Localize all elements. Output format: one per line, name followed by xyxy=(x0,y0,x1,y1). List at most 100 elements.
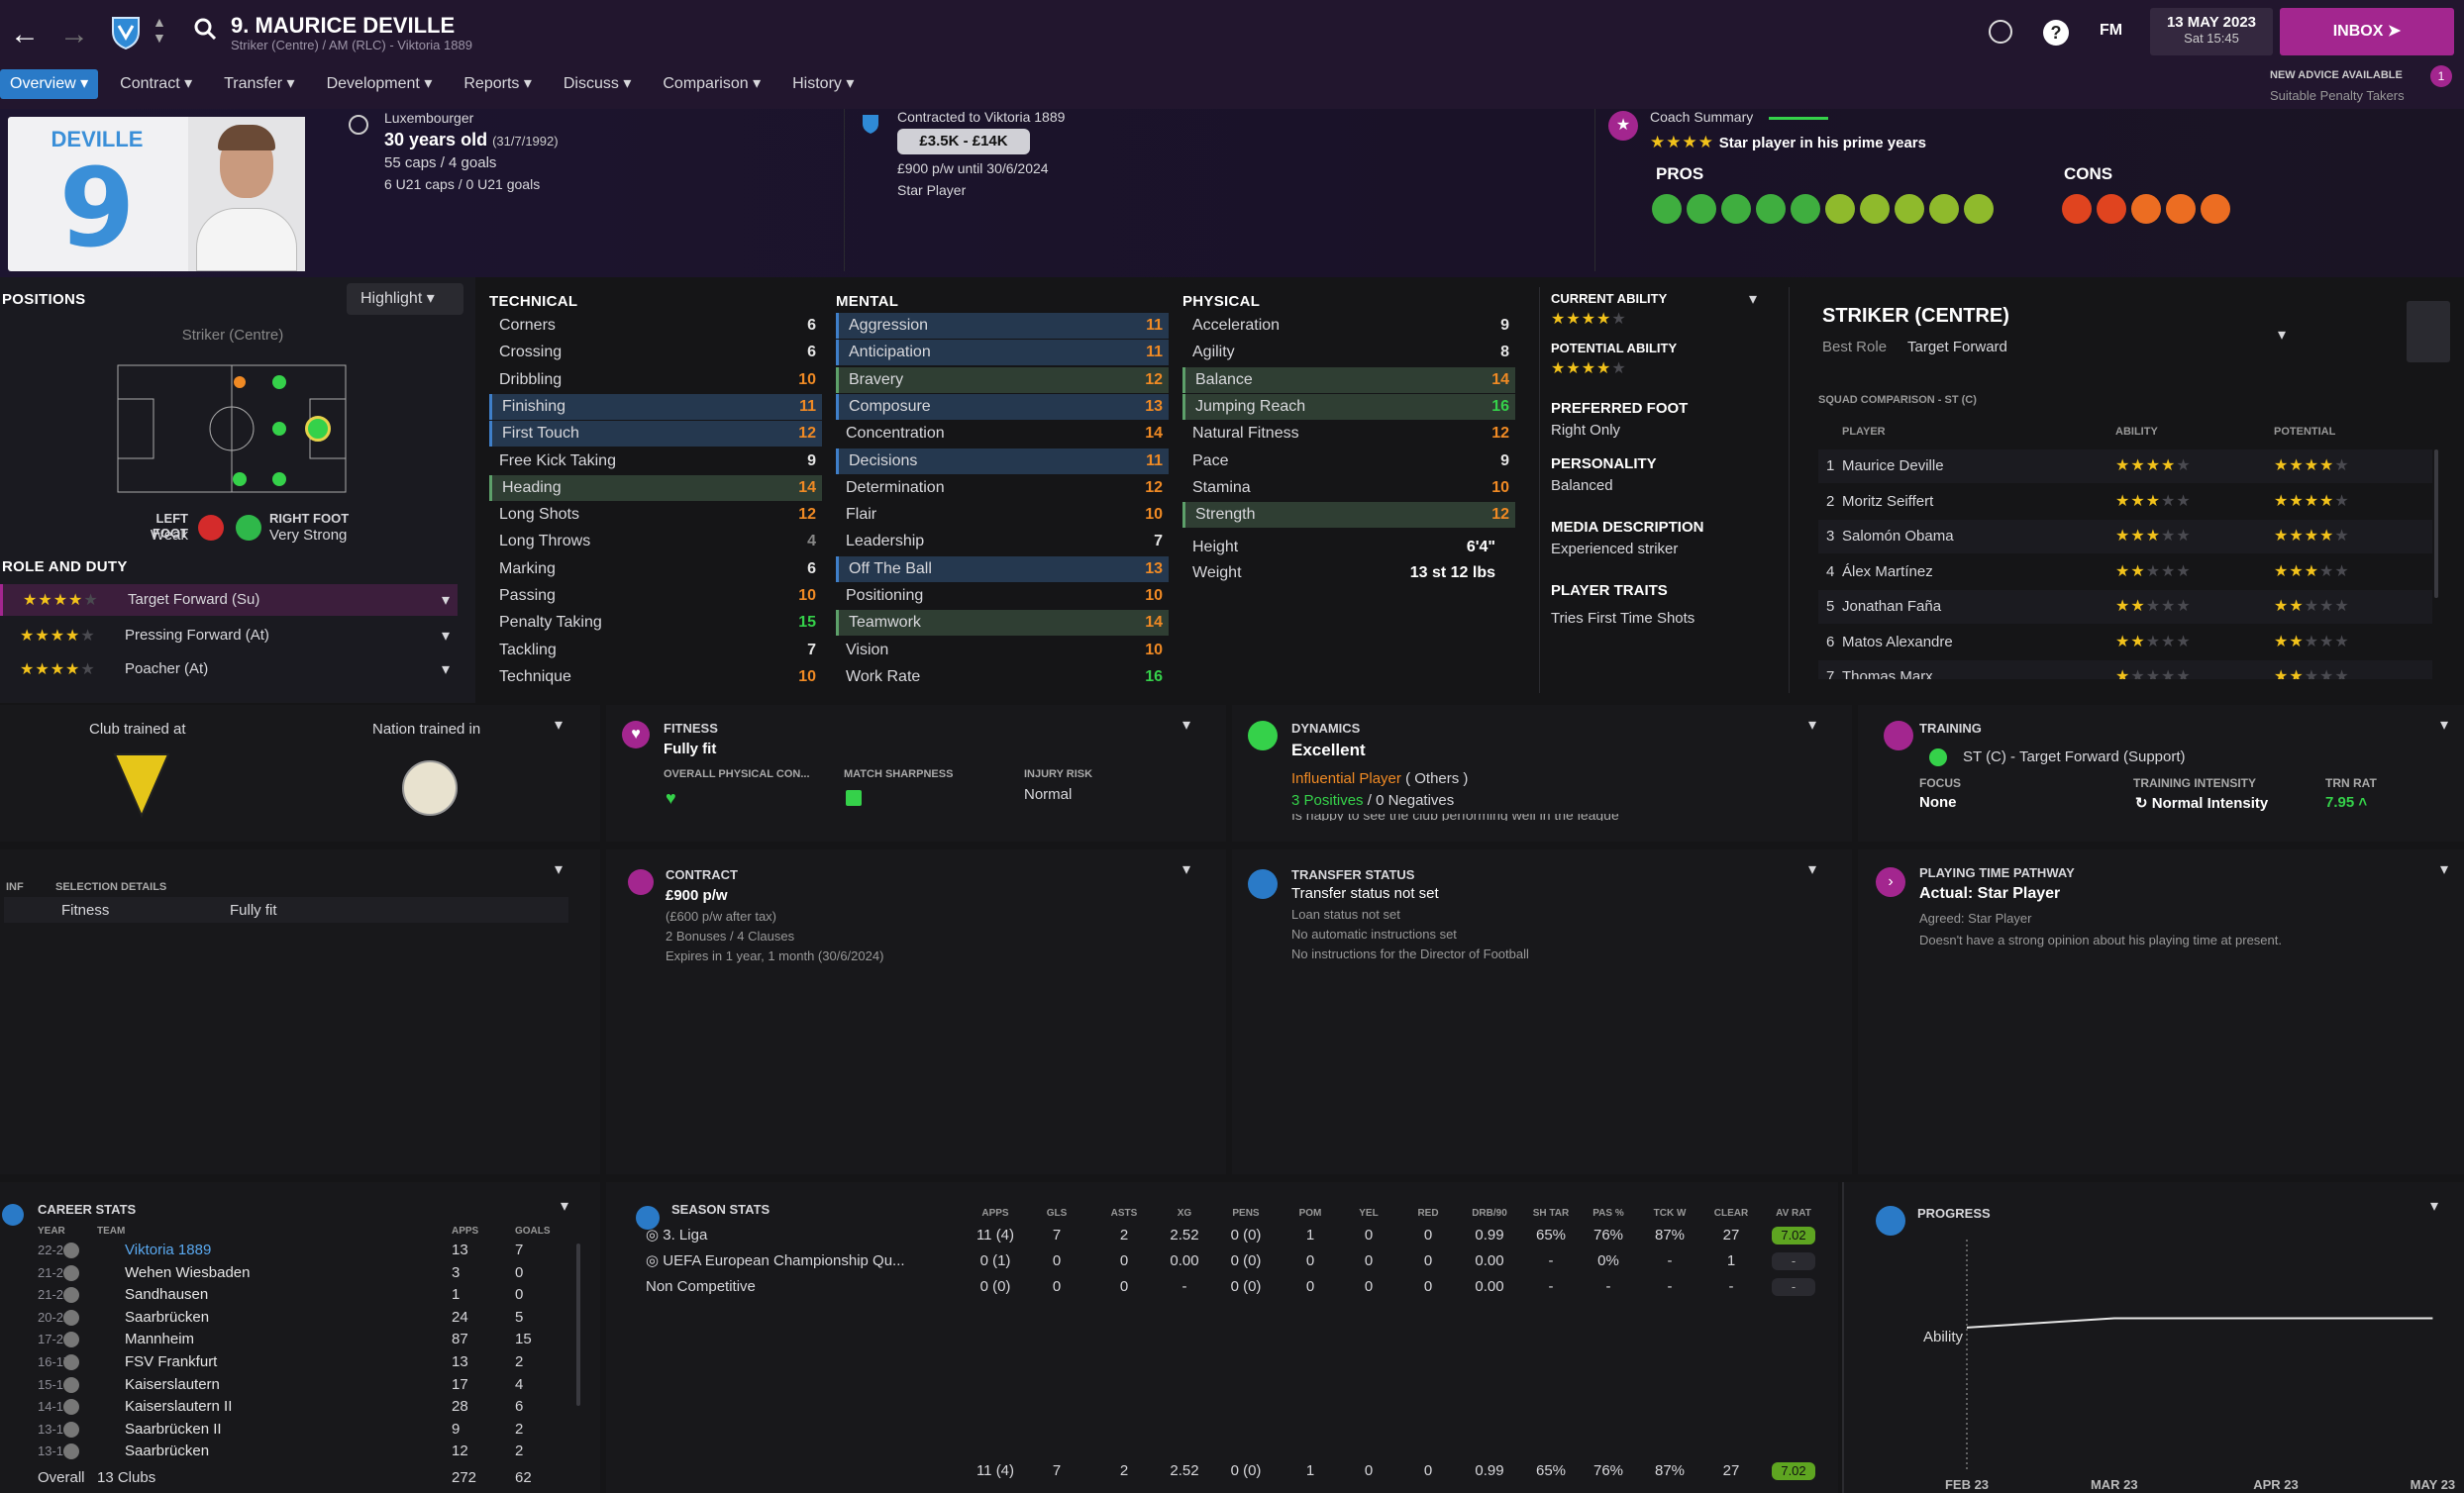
career-row[interactable]: 15-16 Kaiserslautern 17 4 xyxy=(38,1374,572,1396)
con-icon[interactable] xyxy=(2062,194,2092,224)
attribute-row[interactable]: Composure 13 xyxy=(836,393,1169,420)
pro-icon[interactable] xyxy=(1652,194,1682,224)
competition-name[interactable]: ◎ UEFA European Championship Qu... xyxy=(646,1252,905,1269)
attribute-row[interactable]: Long Shots 12 xyxy=(489,502,822,528)
attribute-row[interactable]: Decisions 11 xyxy=(836,448,1169,474)
career-team[interactable]: FSV Frankfurt xyxy=(125,1353,218,1370)
attribute-row[interactable]: Anticipation 11 xyxy=(836,340,1169,366)
career-row[interactable]: 22-23 Viktoria 1889 13 7 xyxy=(38,1240,572,1261)
squad-row[interactable]: 7 Thomas Marx ★★★★★ ★★★★★ xyxy=(1818,660,2432,679)
positions-title[interactable]: POSITIONS xyxy=(2,291,86,308)
attribute-row[interactable]: Determination 12 xyxy=(836,475,1169,501)
attribute-row[interactable]: Stamina 10 xyxy=(1182,475,1515,501)
attribute-row[interactable]: Passing 10 xyxy=(489,583,822,609)
con-icon[interactable] xyxy=(2097,194,2126,224)
chevron-down-icon[interactable]: ▾ xyxy=(561,1198,569,1215)
season-col-header[interactable]: PAS % xyxy=(1592,1208,1624,1219)
search-icon[interactable] xyxy=(194,18,217,41)
playing-time-title[interactable]: PLAYING TIME PATHWAY xyxy=(1919,865,2075,880)
career-team[interactable]: Viktoria 1889 xyxy=(125,1242,212,1258)
pro-icon[interactable] xyxy=(1860,194,1890,224)
attribute-row[interactable]: Free Kick Taking 9 xyxy=(489,448,822,474)
squad-player-name[interactable]: Álex Martínez xyxy=(1842,562,1933,580)
tab-discuss[interactable]: Discuss ▾ xyxy=(563,75,632,92)
formation-icon[interactable] xyxy=(2407,301,2450,362)
attribute-row[interactable]: Penalty Taking 15 xyxy=(489,610,822,636)
chevron-down-icon[interactable]: ▾ xyxy=(1808,861,1817,878)
attribute-row[interactable]: Agility 8 xyxy=(1182,340,1515,365)
squad-row[interactable]: 2 Moritz Seiffert ★★★★★ ★★★★★ xyxy=(1818,485,2432,519)
training-title[interactable]: TRAINING xyxy=(1919,721,1982,736)
season-title[interactable]: SEASON STATS xyxy=(671,1202,770,1217)
chevron-down-icon[interactable]: ▾ xyxy=(1808,717,1817,734)
chevron-down-icon[interactable]: ▾ xyxy=(2440,717,2449,734)
season-col-header[interactable]: SH TAR xyxy=(1532,1208,1570,1219)
advice-badge[interactable]: 1 xyxy=(2430,65,2452,87)
highlight-dropdown[interactable]: Highlight ▾ xyxy=(347,283,463,315)
tab-contract[interactable]: Contract ▾ xyxy=(120,75,193,92)
tab-reports[interactable]: Reports ▾ xyxy=(463,75,532,92)
pro-icon[interactable] xyxy=(1791,194,1820,224)
club-trained-crest-icon[interactable] xyxy=(113,752,170,823)
attribute-row[interactable]: Strength 12 xyxy=(1182,502,1515,529)
season-col-header[interactable]: GLS xyxy=(1046,1208,1068,1219)
squad-row[interactable]: 6 Matos Alexandre ★★★★★ ★★★★★ xyxy=(1818,626,2432,659)
season-col-header[interactable]: DRB/90 xyxy=(1472,1208,1507,1219)
tab-development[interactable]: Development ▾ xyxy=(326,75,433,92)
squad-row[interactable]: 3 Salomón Obama ★★★★★ ★★★★★ xyxy=(1818,520,2432,553)
attribute-row[interactable]: Acceleration 9 xyxy=(1182,313,1515,339)
transfer-title[interactable]: TRANSFER STATUS xyxy=(1291,867,1415,882)
career-team[interactable]: Sandhausen xyxy=(125,1286,209,1304)
pro-icon[interactable] xyxy=(1721,194,1751,224)
tab-comparison[interactable]: Comparison ▾ xyxy=(663,75,762,92)
pro-icon[interactable] xyxy=(1929,194,1959,224)
attribute-row[interactable]: Tackling 7 xyxy=(489,638,822,663)
chevron-down-icon[interactable]: ▾ xyxy=(1182,861,1191,878)
position-dot[interactable] xyxy=(272,472,286,486)
attribute-row[interactable]: Long Throws 4 xyxy=(489,529,822,554)
switch-player-icon[interactable]: ▲ ▼ xyxy=(153,14,166,46)
contract-title[interactable]: CONTRACT xyxy=(666,867,738,882)
intensity-value[interactable]: ↻ Normal Intensity xyxy=(2135,795,2269,812)
squad-player-name[interactable]: Matos Alexandre xyxy=(1842,633,1953,650)
attribute-row[interactable]: Aggression 11 xyxy=(836,313,1169,339)
attribute-row[interactable]: Flair 10 xyxy=(836,502,1169,528)
attribute-row[interactable]: Corners 6 xyxy=(489,313,822,339)
value-badge[interactable]: £3.5K - £14K xyxy=(897,129,1030,154)
chevron-down-icon[interactable]: ▾ xyxy=(441,661,450,678)
season-col-header[interactable]: PENS xyxy=(1232,1208,1260,1219)
position-dot[interactable] xyxy=(272,422,286,436)
career-team[interactable]: Saarbrücken xyxy=(125,1308,210,1326)
nation-crest-icon[interactable] xyxy=(402,760,458,816)
attribute-row[interactable]: Pace 9 xyxy=(1182,448,1515,474)
chevron-down-icon[interactable]: ▾ xyxy=(555,717,564,734)
chevron-down-icon[interactable]: ▾ xyxy=(2430,1198,2439,1215)
attribute-row[interactable]: Teamwork 14 xyxy=(836,610,1169,637)
career-row[interactable]: 13-14 Saarbrücken II 9 2 xyxy=(38,1419,572,1441)
progress-title[interactable]: PROGRESS xyxy=(1917,1206,1991,1221)
career-team[interactable]: Kaiserslautern xyxy=(125,1375,220,1393)
attribute-row[interactable]: Dribbling 10 xyxy=(489,367,822,393)
career-team[interactable]: Saarbrücken xyxy=(125,1443,210,1460)
attribute-row[interactable]: Natural Fitness 12 xyxy=(1182,421,1515,447)
tab-overview[interactable]: Overview ▾ xyxy=(0,69,99,99)
season-col-header[interactable]: AV RAT xyxy=(1776,1208,1811,1219)
season-col-header[interactable]: ASTS xyxy=(1110,1208,1138,1219)
pro-icon[interactable] xyxy=(1756,194,1786,224)
attribute-row[interactable]: Crossing 6 xyxy=(489,340,822,365)
squad-player-name[interactable]: Maurice Deville xyxy=(1842,457,1944,474)
fm-logo[interactable]: FM xyxy=(2100,22,2123,39)
career-team[interactable]: Wehen Wiesbaden xyxy=(125,1263,251,1281)
career-team[interactable]: Mannheim xyxy=(125,1331,195,1348)
attribute-row[interactable]: Technique 10 xyxy=(489,664,822,690)
competition-name[interactable]: Non Competitive xyxy=(646,1278,756,1295)
chevron-down-icon[interactable]: ▾ xyxy=(441,592,450,609)
career-row[interactable]: 16-17 FSV Frankfurt 13 2 xyxy=(38,1351,572,1373)
natural-position-dot[interactable] xyxy=(305,416,331,442)
career-row[interactable]: 14-16 Kaiserslautern II 28 6 xyxy=(38,1396,572,1418)
career-row[interactable]: 13-14 Saarbrücken 12 2 xyxy=(38,1441,572,1462)
season-col-header[interactable]: POM xyxy=(1298,1208,1322,1219)
squad-player-name[interactable]: Salomón Obama xyxy=(1842,528,1954,545)
scrollbar[interactable] xyxy=(576,1244,580,1406)
season-col-header[interactable]: YEL xyxy=(1359,1208,1379,1219)
